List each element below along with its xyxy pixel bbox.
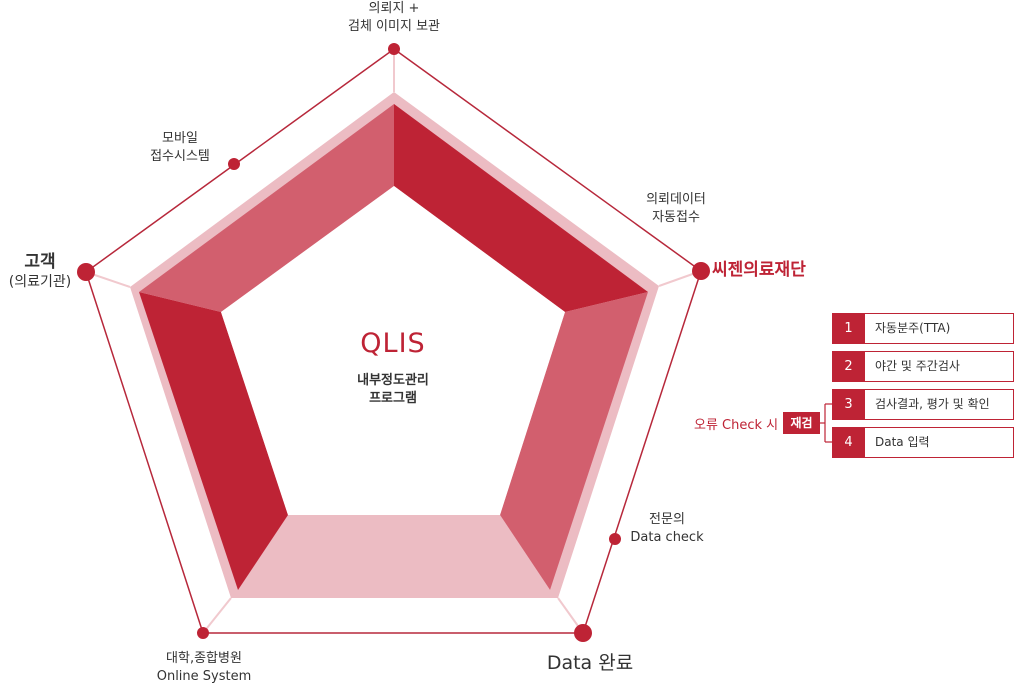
dot-lower-right <box>609 533 621 545</box>
step-label: 야간 및 주간검사 <box>875 359 960 373</box>
dot-left <box>77 263 95 281</box>
recheck-badge: 재검 <box>783 412 820 434</box>
step-label: Data 입력 <box>875 435 930 449</box>
band-segment-top-left <box>139 104 394 312</box>
step-number: 3 <box>832 389 865 420</box>
step-3: 3 검사결과, 평가 및 확인 <box>832 389 1014 420</box>
center-title: QLIS <box>360 328 426 359</box>
label-bottom-right: Data 완료 <box>546 652 634 674</box>
step-number: 4 <box>832 427 865 458</box>
step-1: 1 자동분주(TTA) <box>832 313 1014 344</box>
dot-top <box>388 43 400 55</box>
label-lower-right: 전문의 Data check <box>630 512 704 545</box>
dot-upper-left <box>228 158 240 170</box>
outer-pentagon-outline <box>85 48 702 634</box>
step-number: 2 <box>832 351 865 382</box>
step-2: 2 야간 및 주간검사 <box>832 351 1014 382</box>
dot-bottom-left <box>197 627 209 639</box>
step-number: 1 <box>832 313 865 344</box>
recheck-bracket <box>820 403 832 443</box>
band-segment-bottom <box>238 515 550 590</box>
center-subtitle: 내부정도관리 프로그램 <box>357 373 429 406</box>
step-label: 검사결과, 평가 및 확인 <box>875 397 990 411</box>
label-top: 의뢰지 + 검체 이미지 보관 <box>348 1 440 34</box>
label-right: 씨젠의료재단 <box>712 260 806 280</box>
band-segment-left <box>139 292 288 590</box>
node-dots <box>77 43 710 642</box>
band-segment-right <box>500 292 648 590</box>
recheck-label: 오류 Check 시 <box>694 418 779 433</box>
step-label: 자동분주(TTA) <box>875 321 951 335</box>
inner-pentagon <box>221 186 565 515</box>
label-upper-right: 의뢰데이터 자동접수 <box>646 192 706 225</box>
process-steps: 1 자동분주(TTA) 2 야간 및 주간검사 3 검사결과, 평가 및 확인 … <box>832 313 1014 465</box>
dot-right <box>692 262 710 280</box>
label-upper-left: 모바일 접수시스템 <box>150 131 210 164</box>
dot-bottom-right <box>574 624 592 642</box>
label-left: 고객 (의료기관) <box>8 252 72 290</box>
band-segment-top-right <box>394 104 648 312</box>
label-bottom-left: 대학,종합병원 Online System <box>156 651 252 684</box>
step-4: 4 Data 입력 <box>832 427 1014 458</box>
